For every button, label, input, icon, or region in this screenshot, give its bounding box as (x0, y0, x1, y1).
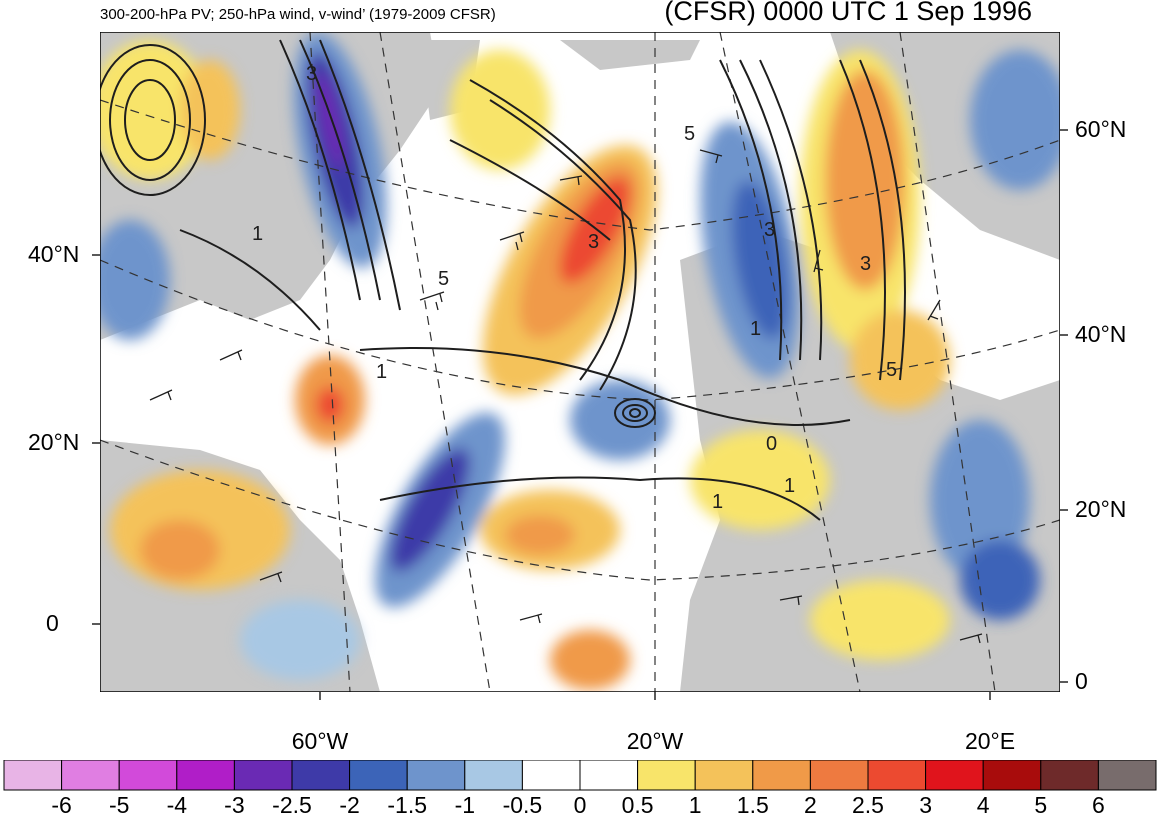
colorbar-box (1097, 760, 1157, 791)
colorbar-tick-label: -1.5 (387, 792, 427, 815)
contour-label: 1 (376, 361, 387, 383)
colorbar-box (349, 760, 408, 791)
colorbar-box (521, 760, 581, 791)
colorbar-box (752, 760, 811, 791)
contour-label: 5 (438, 268, 449, 290)
colorbar-box (464, 760, 523, 791)
contour-label: 1 (784, 475, 795, 497)
pv-anomaly-fill (100, 32, 1060, 690)
colorbar-tick-label: -4 (167, 792, 188, 815)
map-title-left: 300-200-hPa PV; 250-hPa wind, v-wind’ (1… (100, 6, 496, 23)
colorbar-tick-label: 6 (1092, 792, 1105, 815)
colorbar-box (61, 760, 120, 791)
lat-label-right: 20°N (1075, 496, 1127, 522)
contour-label: 1 (750, 318, 761, 340)
colorbar-box (579, 760, 639, 791)
colorbar-box (3, 760, 63, 791)
contour-label: 1 (712, 491, 723, 513)
graticule (100, 32, 1060, 692)
wind-barbs (149, 149, 983, 644)
lon-label: 20°E (964, 728, 1016, 754)
lat-label-right: 40°N (1075, 321, 1127, 347)
contour-label: 5 (684, 123, 695, 145)
colorbar-tick-label: 2.5 (852, 792, 884, 815)
lat-label-right: 0 (1075, 668, 1088, 694)
contour-labels: 3 1 5 1 3 5 3 1 3 5 1 1 0 (252, 63, 897, 513)
colorbar-tick-label: -1 (455, 792, 475, 815)
colorbar-box (637, 760, 696, 791)
map-title-right: (CFSR) 0000 UTC 1 Sep 1996 (664, 0, 1032, 26)
contour-label: 3 (764, 219, 775, 241)
colorbar-box (233, 760, 293, 791)
pv-contours (100, 39, 906, 521)
lat-label-left: 0 (46, 610, 59, 636)
colorbar-tick-label: 1.5 (737, 792, 769, 815)
lat-label-left: 40°N (28, 241, 80, 267)
colorbar-tick-label: 2 (804, 792, 817, 815)
colorbar-tick-label: 0.5 (622, 792, 654, 815)
contour-label: 3 (860, 253, 871, 275)
colorbar-tick-label: -2 (339, 792, 359, 815)
colorbar-box (1040, 760, 1099, 791)
colorbar-tick-label: 5 (1034, 792, 1047, 815)
colorbar-box (982, 760, 1042, 791)
weather-map: 3 1 5 1 3 5 3 1 3 5 1 1 0 (92, 32, 1068, 700)
contour-label: 1 (252, 223, 263, 245)
colorbar-tick-label: 0 (574, 792, 587, 815)
contour-label: 5 (886, 359, 897, 381)
colorbar-boxes (3, 760, 1157, 791)
lon-label: 20°W (626, 728, 684, 754)
colorbar-tick-label: -2.5 (272, 792, 312, 815)
colorbar-box (291, 760, 351, 791)
lon-label: 60°W (291, 728, 349, 754)
colorbar: -6 -5 -4 -3 -2.5 -2 -1.5 -1 -0.5 0 0.5 1 1.5 2 2.5 3 4 5 6 (3, 760, 1157, 815)
colorbar-box (809, 760, 869, 791)
axis-ticks (92, 129, 1068, 700)
colorbar-tick-label: -6 (51, 792, 71, 815)
contour-label: 3 (306, 63, 317, 85)
colorbar-box (176, 760, 235, 791)
colorbar-box (406, 760, 466, 791)
contour-label: 3 (588, 231, 599, 253)
colorbar-tick-label: 4 (977, 792, 990, 815)
colorbar-box (118, 760, 178, 791)
colorbar-box (694, 760, 754, 791)
map-panel (100, 32, 1060, 692)
contour-label: 0 (766, 433, 777, 455)
colorbar-tick-label: -0.5 (503, 792, 543, 815)
colorbar-tick-label: -5 (109, 792, 129, 815)
colorbar-tick-label: 1 (689, 792, 702, 815)
lat-label-right: 60°N (1075, 116, 1127, 142)
lat-label-left: 20°N (28, 429, 80, 455)
colorbar-box (867, 760, 927, 791)
colorbar-tick-label: -3 (224, 792, 244, 815)
colorbar-box (925, 760, 984, 791)
colorbar-tick-label: 3 (919, 792, 932, 815)
colorbar-tick-labels: -6 -5 -4 -3 -2.5 -2 -1.5 -1 -0.5 0 0.5 1 1.5 2 2.5 3 4 5 6 (51, 792, 1104, 815)
